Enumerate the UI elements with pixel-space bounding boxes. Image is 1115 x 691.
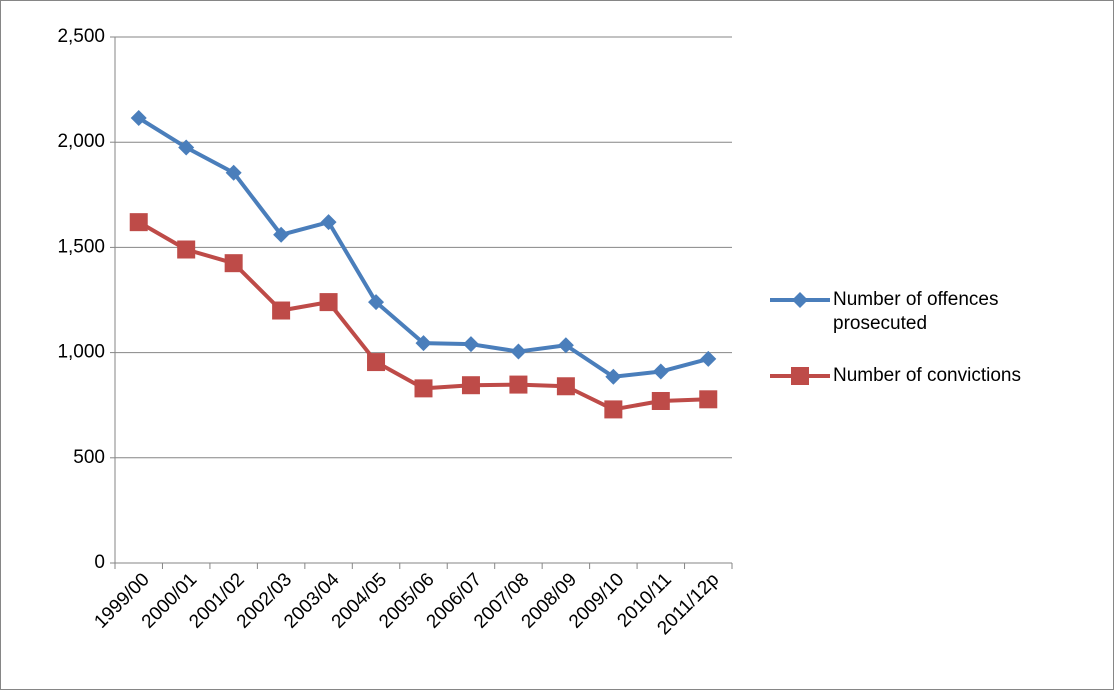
y-tick-label: 500 <box>73 447 105 468</box>
marker <box>177 240 196 259</box>
marker <box>225 164 242 181</box>
marker <box>367 353 386 372</box>
legend-marker <box>792 292 808 308</box>
marker <box>557 337 574 354</box>
y-tick-label: 1,500 <box>57 236 105 257</box>
marker <box>509 375 528 394</box>
y-tick-label: 2,000 <box>57 131 105 152</box>
marker <box>604 400 623 419</box>
marker <box>319 293 338 312</box>
marker <box>652 363 669 380</box>
marker <box>224 254 243 273</box>
marker <box>130 110 147 127</box>
marker <box>651 391 670 410</box>
marker <box>605 368 622 385</box>
marker <box>272 301 291 320</box>
marker <box>273 226 290 243</box>
marker <box>556 377 575 396</box>
marker <box>320 214 337 231</box>
legend-label: Number of convictions <box>833 365 1021 386</box>
marker <box>700 350 717 367</box>
marker <box>461 376 480 395</box>
y-tick-label: 2,500 <box>57 26 105 47</box>
y-tick-label: 1,000 <box>57 342 105 363</box>
y-tick-label: 0 <box>94 552 105 573</box>
legend-marker <box>791 367 809 385</box>
marker <box>510 343 527 360</box>
marker <box>415 335 432 352</box>
marker <box>129 213 148 232</box>
marker <box>414 379 433 398</box>
marker <box>368 294 385 311</box>
marker <box>699 390 718 409</box>
marker <box>462 336 479 353</box>
legend-label: Number of offences prosecuted <box>833 289 999 334</box>
marker <box>178 139 195 156</box>
